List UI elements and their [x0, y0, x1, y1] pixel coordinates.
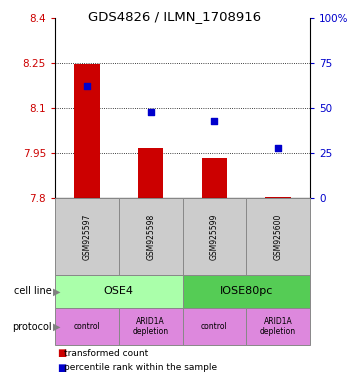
- Point: [148, 109, 153, 115]
- Point: [84, 83, 90, 89]
- Text: GDS4826 / ILMN_1708916: GDS4826 / ILMN_1708916: [89, 10, 261, 23]
- Text: ARID1A
depletion: ARID1A depletion: [260, 317, 296, 336]
- Text: control: control: [201, 322, 228, 331]
- Bar: [138, 147, 163, 198]
- Text: ■: ■: [57, 363, 66, 373]
- Text: protocol: protocol: [12, 321, 52, 331]
- Bar: [74, 64, 100, 198]
- Text: ▶: ▶: [53, 321, 61, 331]
- Text: GSM925598: GSM925598: [146, 214, 155, 260]
- Point: [275, 144, 281, 151]
- Text: transformed count: transformed count: [64, 349, 148, 358]
- Text: cell line: cell line: [14, 286, 52, 296]
- Text: ▶: ▶: [53, 286, 61, 296]
- Text: OSE4: OSE4: [104, 286, 134, 296]
- Text: ■: ■: [57, 348, 66, 358]
- Text: IOSE80pc: IOSE80pc: [219, 286, 273, 296]
- Bar: [202, 158, 227, 198]
- Text: GSM925597: GSM925597: [82, 214, 91, 260]
- Text: GSM925600: GSM925600: [274, 214, 283, 260]
- Text: ARID1A
depletion: ARID1A depletion: [133, 317, 169, 336]
- Bar: [265, 197, 291, 198]
- Text: percentile rank within the sample: percentile rank within the sample: [64, 364, 217, 372]
- Text: control: control: [74, 322, 100, 331]
- Text: GSM925599: GSM925599: [210, 214, 219, 260]
- Point: [211, 118, 217, 124]
